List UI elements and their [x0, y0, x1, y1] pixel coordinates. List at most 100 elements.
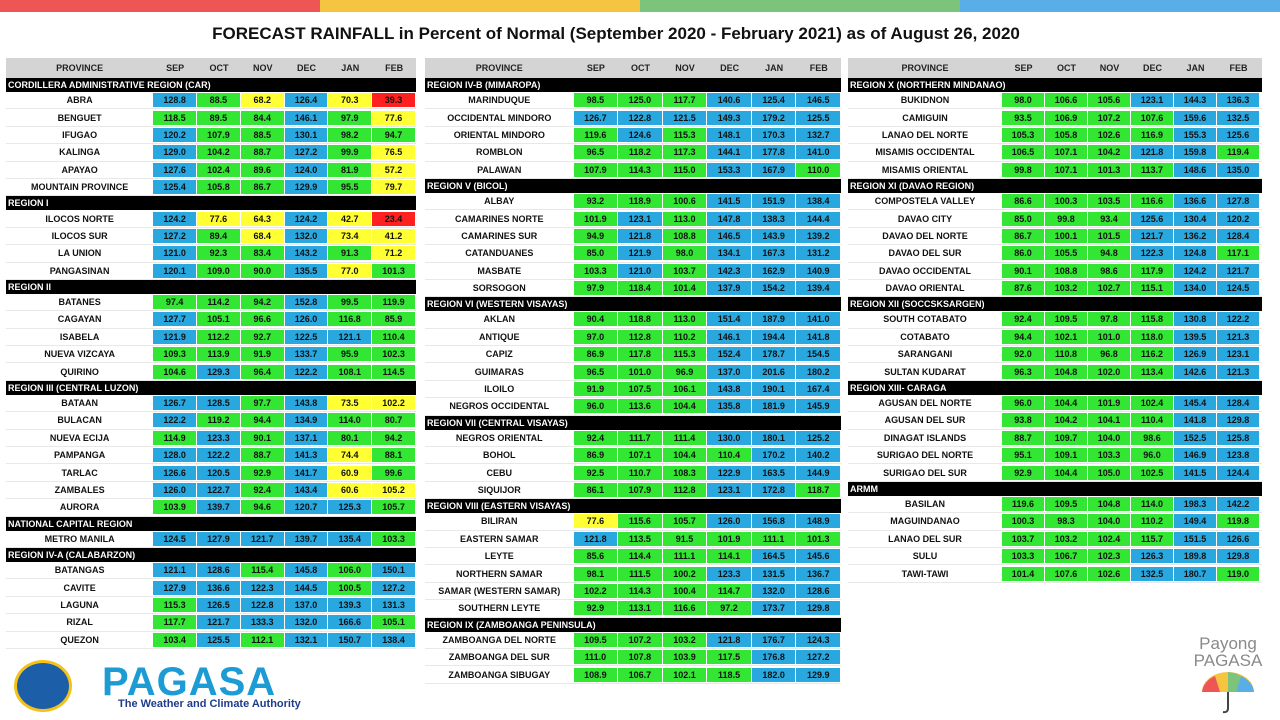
rainfall-cell: 107.1	[1045, 145, 1088, 160]
rainfall-cell: 86.9	[573, 448, 619, 463]
rainfall-cell: 126.3	[1131, 549, 1174, 564]
rainfall-cell: 121.1	[328, 329, 373, 344]
rainfall-cell: 104.1	[1088, 413, 1131, 428]
rainfall-cell: 164.5	[751, 549, 797, 564]
table-row: PANGASINAN 120.1 109.0 90.0 135.5 77.0 101.3	[6, 263, 416, 280]
rainfall-cell: 121.3	[1217, 329, 1260, 344]
rainfall-cell: 170.2	[751, 448, 797, 463]
rainfall-cell: 124.2	[153, 211, 198, 226]
rainfall-cell: 115.0	[662, 162, 708, 177]
payong-line2: PAGASA	[1193, 651, 1263, 670]
table-row: ZAMBOANGA SIBUGAY 108.9 106.7 102.1 118.5 182…	[425, 666, 842, 684]
rainfall-cell: 100.1	[1045, 228, 1088, 243]
rainfall-cell: 128.6	[197, 563, 241, 578]
month-header: OCT	[209, 63, 229, 73]
rainfall-cell: 130.8	[1174, 312, 1217, 327]
rainfall-cell: 106.0	[328, 563, 373, 578]
rainfall-cell: 93.8	[1002, 413, 1045, 428]
rainfall-cell: 126.0	[153, 483, 198, 497]
rainfall-cell: 101.3	[372, 263, 416, 278]
rainfall-cell: 149.3	[707, 110, 752, 125]
table-row: LANAO DEL NORTE 105.3 105.8 102.6 116.9 155.3…	[848, 127, 1262, 145]
rainfall-cell: 142.6	[1174, 364, 1217, 379]
rainfall-cell: 99.5	[328, 295, 373, 310]
table-row: BATANES 97.4 114.2 94.2 152.8 99.5 119.9	[6, 294, 416, 312]
province-name: ILOCOS SUR	[51, 230, 108, 241]
month-header: NOV	[252, 63, 273, 73]
region-header: REGION XIII- CARAGA	[848, 380, 1262, 395]
rainfall-cell: 104.4	[662, 448, 708, 463]
rainfall-cell: 104.0	[1088, 514, 1131, 529]
rainfall-cell: 116.8	[328, 312, 373, 327]
rainfall-cell: 126.7	[573, 110, 619, 125]
province-name: MISAMIS OCCIDENTAL	[875, 147, 975, 158]
rainfall-cell: 107.8	[618, 650, 663, 665]
province-name: NUEVA VIZCAYA	[44, 349, 116, 360]
month-header: OCT	[1057, 63, 1076, 73]
province-name: DAVAO OCCIDENTAL	[879, 265, 971, 276]
month-header: FEB	[1229, 63, 1248, 73]
rainfall-cell: 119.8	[1217, 514, 1260, 529]
table-row: SAMAR (WESTERN SAMAR) 102.2 114.3 100.4 114.…	[425, 583, 842, 601]
rainfall-cell: 117.3	[662, 145, 708, 160]
rainfall-cell: 180.2	[796, 364, 842, 379]
top-bar-blue	[960, 0, 1280, 12]
table-row: BATANGAS 121.1 128.6 115.4 145.8 106.0 150.1	[6, 562, 416, 580]
rainfall-cell: 107.2	[618, 632, 663, 647]
rainfall-cell: 98.0	[1002, 93, 1045, 108]
rainfall-cell: 100.5	[328, 580, 373, 595]
rainfall-cell: 95.1	[1002, 448, 1045, 463]
rainfall-cell: 94.2	[372, 430, 416, 445]
rainfall-cell: 127.6	[153, 162, 198, 177]
month-header: JAN	[341, 63, 360, 73]
province-name: SIQUIJOR	[477, 485, 521, 495]
rainfall-cell: 103.7	[662, 263, 708, 278]
table-row: SULTAN KUDARAT 96.3 104.8 102.0 113.4 142.6 12…	[848, 363, 1262, 381]
region-header: REGION IX (ZAMBOANGA PENINSULA)	[425, 617, 841, 632]
table-column-3: PROVINCE SEP OCT NOV DEC JAN FEB REGION X (NORT…	[848, 58, 1262, 583]
rainfall-cell: 122.8	[240, 597, 285, 612]
table-row: BENGUET 118.5 89.5 84.4 146.1 97.9 77.6	[6, 109, 416, 127]
rainfall-cell: 77.6	[372, 110, 416, 125]
region-header: REGION II	[6, 279, 416, 294]
rainfall-cell: 122.3	[240, 580, 285, 595]
rainfall-cell: 106.7	[618, 667, 663, 682]
rainfall-cell: 128.4	[1217, 228, 1260, 243]
rainfall-cell: 144.9	[796, 465, 842, 480]
table-row: RIZAL 117.7 121.7 133.3 132.0 166.6 105.1	[6, 614, 416, 632]
rainfall-cell: 143.9	[751, 228, 797, 243]
rainfall-cell: 139.2	[796, 228, 842, 243]
rainfall-cell: 115.4	[240, 563, 285, 578]
province-name: QUIRINO	[60, 366, 99, 377]
table-row: MARINDUQUE 98.5 125.0 117.7 140.6 125.4 146.5	[425, 92, 842, 110]
table-row: NUEVA ECIJA 114.9 123.3 90.1 137.1 80.1 94.2	[6, 430, 416, 448]
rainfall-cell: 122.3	[1131, 246, 1174, 261]
rainfall-cell: 96.5	[573, 145, 619, 160]
rainfall-cell: 128.0	[153, 448, 198, 463]
rainfall-cell: 107.9	[197, 127, 241, 142]
rainfall-cell: 126.9	[1174, 347, 1217, 362]
rainfall-cell: 114.3	[618, 162, 663, 177]
table-row: ANTIQUE 97.0 112.8 110.2 146.1 194.4 141.8	[425, 329, 842, 347]
rainfall-cell: 135.5	[284, 263, 329, 278]
rainfall-cell: 113.4	[1131, 364, 1174, 379]
rainfall-cell: 126.0	[707, 514, 752, 529]
rainfall-cell: 138.4	[372, 632, 416, 647]
table-row: LA UNION 121.0 92.3 83.4 143.2 91.3 71.2	[6, 245, 416, 263]
province-name: MASBATE	[477, 265, 522, 276]
rainfall-cell: 126.5	[197, 597, 241, 612]
rainfall-cell: 151.9	[751, 194, 797, 209]
rainfall-cell: 198.3	[1174, 497, 1217, 511]
rainfall-cell: 98.6	[1088, 263, 1131, 278]
rainfall-cell: 137.9	[707, 281, 752, 296]
table-row: ROMBLON 96.5 118.2 117.3 144.1 177.8 141.0	[425, 144, 842, 162]
province-name: TAWI-TAWI	[901, 568, 949, 579]
rainfall-cell: 121.9	[618, 246, 663, 261]
rainfall-cell: 103.3	[372, 531, 416, 546]
province-name: CATANDUANES	[465, 248, 534, 259]
rainfall-cell: 110.4	[707, 448, 752, 463]
rainfall-cell: 131.5	[751, 566, 797, 581]
rainfall-cell: 103.3	[1002, 549, 1045, 564]
rainfall-cell: 140.6	[707, 93, 752, 108]
rainfall-cell: 73.4	[328, 228, 373, 243]
